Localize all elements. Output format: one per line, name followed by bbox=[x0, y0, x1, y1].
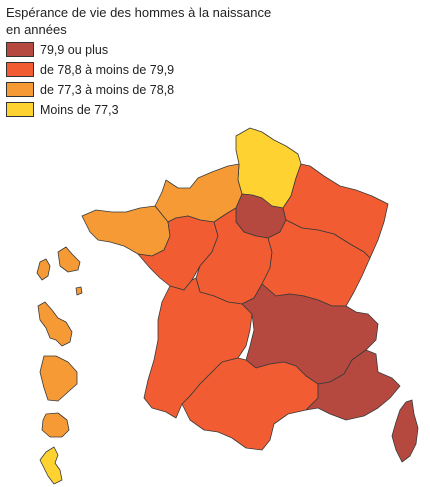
region-bretagne[interactable] bbox=[81, 205, 171, 257]
legend-swatch bbox=[6, 62, 34, 77]
map-title: Espérance de vie des hommes à la naissan… bbox=[6, 5, 272, 20]
region-guadeloupe[interactable] bbox=[36, 246, 83, 296]
legend-swatch bbox=[6, 82, 34, 97]
region-provence-alpes-cote-d-azur[interactable] bbox=[305, 349, 401, 421]
legend-swatch bbox=[6, 42, 34, 57]
legend-item: de 78,8 à moins de 79,9 bbox=[6, 60, 174, 79]
legend: 79,9 ou plus de 78,8 à moins de 79,9 de … bbox=[6, 40, 174, 120]
region-corse[interactable] bbox=[391, 399, 419, 463]
legend-label: de 77,3 à moins de 78,8 bbox=[40, 82, 175, 97]
region-martinique[interactable] bbox=[37, 301, 73, 347]
legend-item: Moins de 77,3 bbox=[6, 100, 174, 119]
region-mayotte[interactable] bbox=[39, 446, 63, 485]
legend-item: de 77,3 à moins de 78,8 bbox=[6, 80, 174, 99]
legend-swatch bbox=[6, 102, 34, 117]
map-subtitle: en années bbox=[6, 22, 67, 37]
region-guyane[interactable] bbox=[39, 355, 78, 402]
legend-label: Moins de 77,3 bbox=[40, 102, 119, 117]
legend-label: 79,9 ou plus bbox=[40, 42, 109, 57]
region-la-reunion[interactable] bbox=[41, 412, 70, 438]
legend-label: de 78,8 à moins de 79,9 bbox=[40, 62, 175, 77]
legend-item: 79,9 ou plus bbox=[6, 40, 174, 59]
